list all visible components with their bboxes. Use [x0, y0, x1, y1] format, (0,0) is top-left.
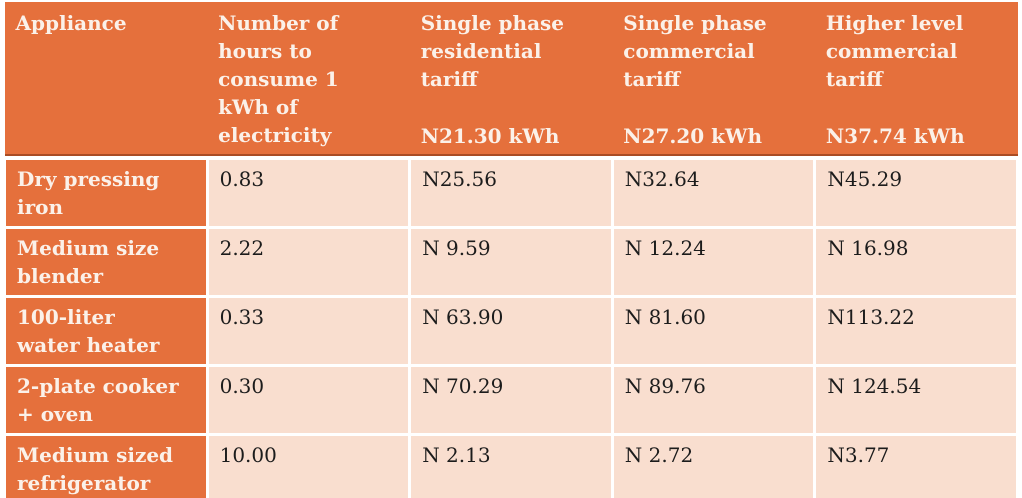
column-header-hours: Number of hours to consume 1 kWh of elec… — [207, 2, 410, 160]
higher-cell: N 124.54 — [813, 364, 1019, 436]
column-header-higher: Higher level commercial tariff N37.74 kWh — [814, 2, 1018, 160]
hours-cell: 10.00 — [205, 433, 412, 498]
hours-cell: 0.33 — [205, 295, 412, 367]
appliance-cell: Dry pressing iron — [3, 156, 209, 229]
tariff-table: Appliance Number of hours to consume 1 kW… — [3, 2, 1019, 498]
column-header-residential: Single phase residential tariff N21.30 kW… — [409, 2, 613, 160]
commercial-cell: N 81.60 — [610, 295, 817, 367]
higher-cell: N 16.98 — [813, 226, 1019, 298]
column-title: Number of hours to consume 1 kWh of elec… — [218, 11, 339, 147]
column-rate: N21.30 kWh — [420, 124, 560, 148]
column-title: Single phase residential tariff — [420, 11, 565, 91]
commercial-cell: N32.64 — [610, 156, 817, 229]
residential-cell: N25.56 — [408, 156, 614, 229]
table-row: Dry pressing iron 0.83 N25.56 N32.64 N45.29 — [3, 156, 1019, 229]
higher-cell: N113.22 — [813, 295, 1019, 367]
table-body: Dry pressing iron 0.83 N25.56 N32.64 N45.29 M… — [3, 156, 1019, 498]
residential-cell: N 9.59 — [408, 226, 614, 298]
column-title: Single phase commercial tariff — [623, 11, 767, 91]
table-row: Medium sized refrigerator 10.00 N 2.13 N 2.… — [3, 433, 1019, 498]
column-rate: N37.74 kWh — [825, 124, 965, 148]
higher-cell: N3.77 — [813, 433, 1019, 498]
table-row: 2-plate cooker + oven 0.30 N 70.29 N 89.76 N… — [3, 364, 1019, 436]
appliance-cell: Medium sized refrigerator — [3, 433, 209, 498]
column-rate: N27.20 kWh — [623, 124, 763, 148]
hours-cell: 0.83 — [205, 156, 412, 229]
residential-cell: N 70.29 — [408, 364, 614, 436]
appliance-cell: Medium size blender — [3, 226, 209, 298]
column-header-commercial: Single phase commercial tariff N27.20 kWh — [612, 2, 815, 160]
residential-cell: N 2.13 — [408, 433, 614, 498]
higher-cell: N45.29 — [813, 156, 1019, 229]
column-title: Appliance — [15, 11, 127, 35]
header-row: Appliance Number of hours to consume 1 kW… — [4, 2, 1018, 160]
hours-cell: 0.30 — [205, 364, 412, 436]
column-header-appliance: Appliance — [4, 2, 208, 160]
appliance-cell: 2-plate cooker + oven — [3, 364, 209, 436]
commercial-cell: N 2.72 — [610, 433, 817, 498]
table-row: Medium size blender 2.22 N 9.59 N 12.24 N 16… — [3, 226, 1019, 298]
commercial-cell: N 89.76 — [610, 364, 817, 436]
appliance-cell: 100-liter water heater — [3, 295, 209, 367]
residential-cell: N 63.90 — [408, 295, 614, 367]
commercial-cell: N 12.24 — [610, 226, 817, 298]
hours-cell: 2.22 — [205, 226, 412, 298]
table-row: 100-liter water heater 0.33 N 63.90 N 81.60… — [3, 295, 1019, 367]
column-title: Higher level commercial tariff — [825, 11, 964, 91]
